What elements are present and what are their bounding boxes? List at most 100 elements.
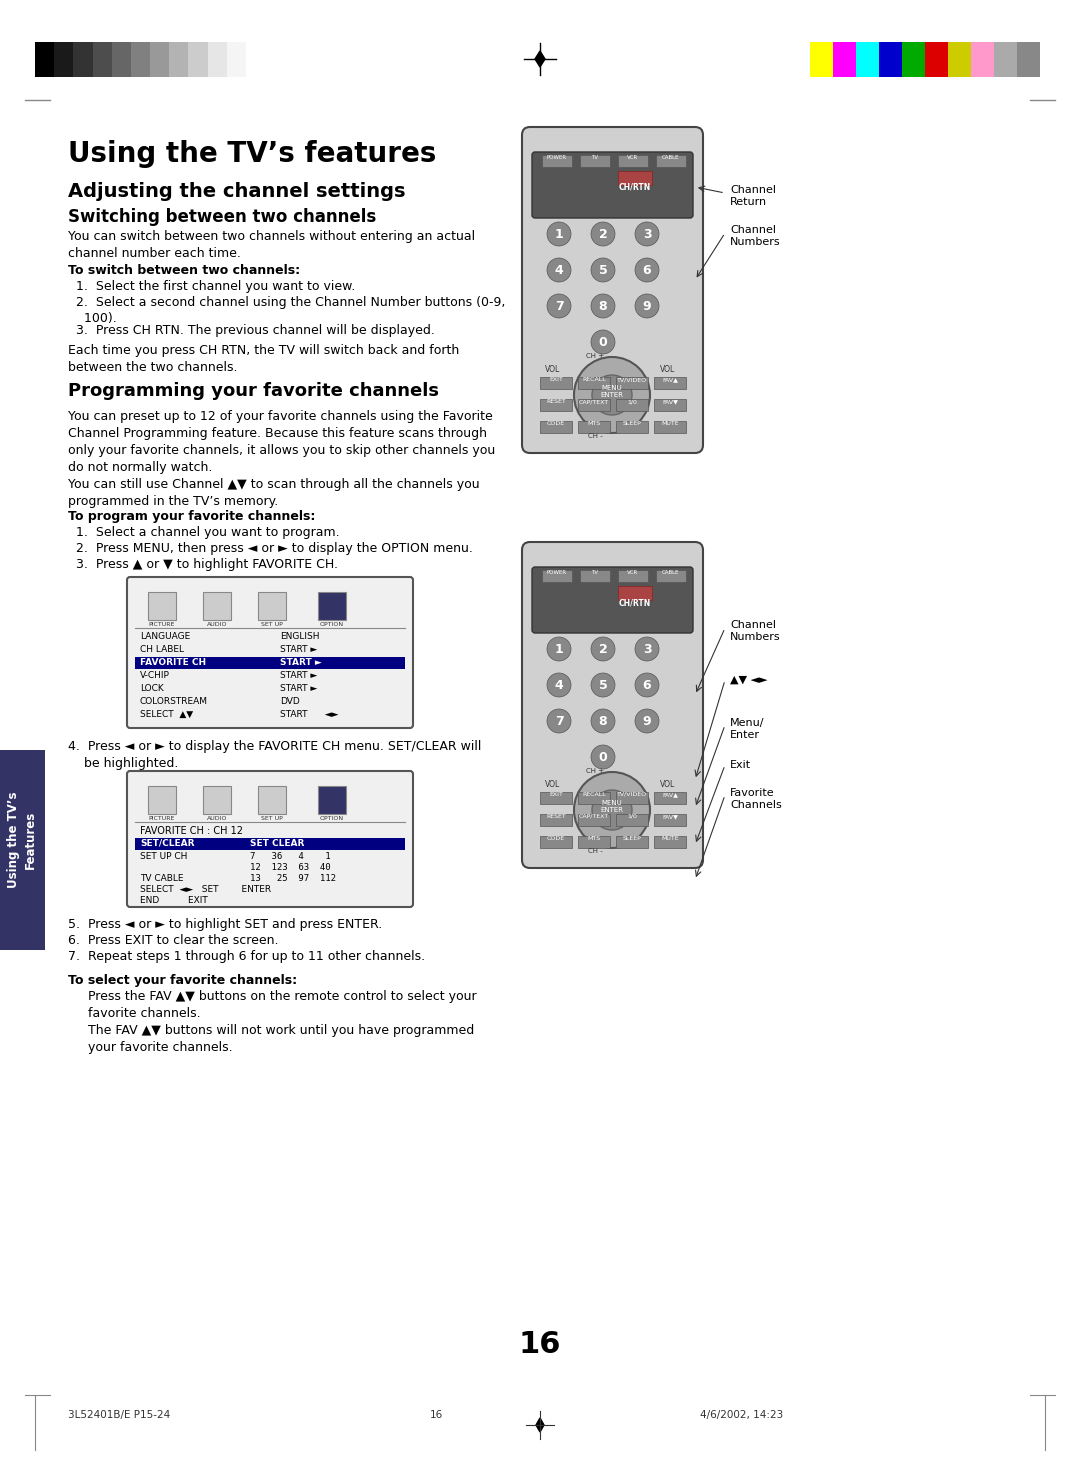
Text: RECALL: RECALL [582, 791, 606, 797]
Text: SET UP CH: SET UP CH [140, 852, 187, 861]
Bar [924, 41, 948, 77]
Bar [73, 41, 93, 77]
Text: 1: 1 [555, 643, 564, 657]
Text: 6.  Press EXIT to clear the screen.: 6. Press EXIT to clear the screen. [68, 935, 279, 947]
Text: 7: 7 [555, 714, 564, 728]
Text: FAVORITE CH: FAVORITE CH [140, 658, 206, 667]
Bar [540, 399, 572, 411]
Bar [971, 41, 994, 77]
Bar [203, 592, 231, 620]
Text: Using the TV’s
Features: Using the TV’s Features [6, 791, 37, 889]
FancyBboxPatch shape [532, 152, 693, 217]
Text: EXIT: EXIT [549, 791, 563, 797]
Text: LOCK: LOCK [140, 683, 164, 694]
Text: CH +: CH + [586, 768, 604, 774]
Bar [578, 836, 610, 847]
Circle shape [591, 745, 615, 769]
Circle shape [591, 708, 615, 734]
Text: 5: 5 [598, 263, 607, 277]
Bar [948, 41, 971, 77]
Text: 7   36   4    1: 7 36 4 1 [249, 852, 330, 861]
Text: CABLE: CABLE [662, 569, 679, 575]
Bar [540, 813, 572, 825]
Bar [578, 399, 610, 411]
Bar [93, 41, 111, 77]
Text: POWER: POWER [546, 155, 567, 160]
FancyBboxPatch shape [522, 127, 703, 453]
Text: CH -: CH - [588, 847, 603, 853]
Text: TV/VIDEO: TV/VIDEO [617, 377, 647, 382]
Bar [616, 422, 648, 433]
Text: 1/0: 1/0 [627, 813, 637, 819]
Bar [656, 569, 686, 583]
Circle shape [546, 708, 571, 734]
Text: 7: 7 [555, 300, 564, 314]
Text: Switching between two channels: Switching between two channels [68, 209, 376, 226]
Text: 1: 1 [555, 228, 564, 241]
Text: 4.  Press ◄ or ► to display the FAVORITE CH menu. SET/CLEAR will
    be highligh: 4. Press ◄ or ► to display the FAVORITE … [68, 740, 482, 771]
Text: CODE: CODE [546, 836, 565, 842]
Text: 1.  Select a channel you want to program.: 1. Select a channel you want to program. [68, 527, 339, 538]
Bar [879, 41, 902, 77]
Text: VOL: VOL [660, 779, 675, 788]
Text: FAV▼: FAV▼ [662, 399, 678, 404]
Text: TV/VIDEO: TV/VIDEO [617, 791, 647, 797]
Bar [540, 791, 572, 805]
Text: CAP/TEXT: CAP/TEXT [579, 399, 609, 404]
Text: START ►: START ► [280, 683, 318, 694]
Text: Adjusting the channel settings: Adjusting the channel settings [68, 182, 405, 201]
Text: EXIT: EXIT [549, 377, 563, 382]
Bar [148, 592, 176, 620]
Text: CH LABEL: CH LABEL [140, 645, 184, 654]
Text: FAV▼: FAV▼ [662, 813, 678, 819]
Circle shape [635, 708, 659, 734]
Text: Each time you press CH RTN, the TV will switch back and forth
between the two ch: Each time you press CH RTN, the TV will … [68, 345, 459, 374]
Bar [616, 836, 648, 847]
Text: 3.  Press CH RTN. The previous channel will be displayed.: 3. Press CH RTN. The previous channel wi… [68, 324, 435, 337]
Bar [654, 813, 686, 825]
FancyBboxPatch shape [522, 541, 703, 868]
Text: END          EXIT: END EXIT [140, 896, 207, 905]
Text: SLEEP: SLEEP [623, 836, 642, 842]
Circle shape [591, 330, 615, 353]
Text: MTS: MTS [588, 422, 600, 426]
Text: VOL: VOL [660, 365, 675, 374]
Text: SET UP: SET UP [261, 623, 283, 627]
Text: OPTION: OPTION [320, 623, 345, 627]
Text: 3: 3 [643, 228, 651, 241]
Bar [203, 785, 231, 813]
Bar [542, 569, 572, 583]
Text: SLEEP: SLEEP [623, 422, 642, 426]
Text: AUDIO: AUDIO [206, 623, 227, 627]
Circle shape [592, 790, 632, 830]
Text: RECALL: RECALL [582, 377, 606, 382]
Text: SELECT  ◄►   SET        ENTER: SELECT ◄► SET ENTER [140, 884, 271, 893]
Text: MUTE: MUTE [661, 836, 679, 842]
Circle shape [635, 673, 659, 697]
Bar [148, 785, 176, 813]
Polygon shape [536, 1418, 544, 1432]
Text: MUTE: MUTE [661, 422, 679, 426]
Text: 8: 8 [598, 300, 607, 314]
Bar [578, 422, 610, 433]
Text: CH -: CH - [588, 433, 603, 439]
Text: START      ◄►: START ◄► [280, 710, 338, 719]
Text: 7.  Repeat steps 1 through 6 for up to 11 other channels.: 7. Repeat steps 1 through 6 for up to 11… [68, 950, 426, 963]
Bar [207, 41, 227, 77]
Bar [618, 172, 652, 185]
Text: To select your favorite channels:: To select your favorite channels: [68, 975, 297, 986]
Bar [994, 41, 1017, 77]
Text: 1/0: 1/0 [627, 399, 637, 404]
Text: 12  123  63  40: 12 123 63 40 [249, 864, 330, 873]
Text: TV CABLE: TV CABLE [140, 874, 184, 883]
Text: VOL: VOL [545, 365, 561, 374]
Bar [618, 569, 648, 583]
Text: 9: 9 [643, 300, 651, 314]
Text: START ►: START ► [280, 671, 318, 680]
Bar [618, 586, 652, 600]
Text: To switch between two channels:: To switch between two channels: [68, 263, 300, 277]
Bar [654, 422, 686, 433]
Text: 2: 2 [598, 643, 607, 657]
Text: SELECT  ▲▼: SELECT ▲▼ [140, 710, 193, 719]
Text: 16: 16 [430, 1409, 443, 1420]
